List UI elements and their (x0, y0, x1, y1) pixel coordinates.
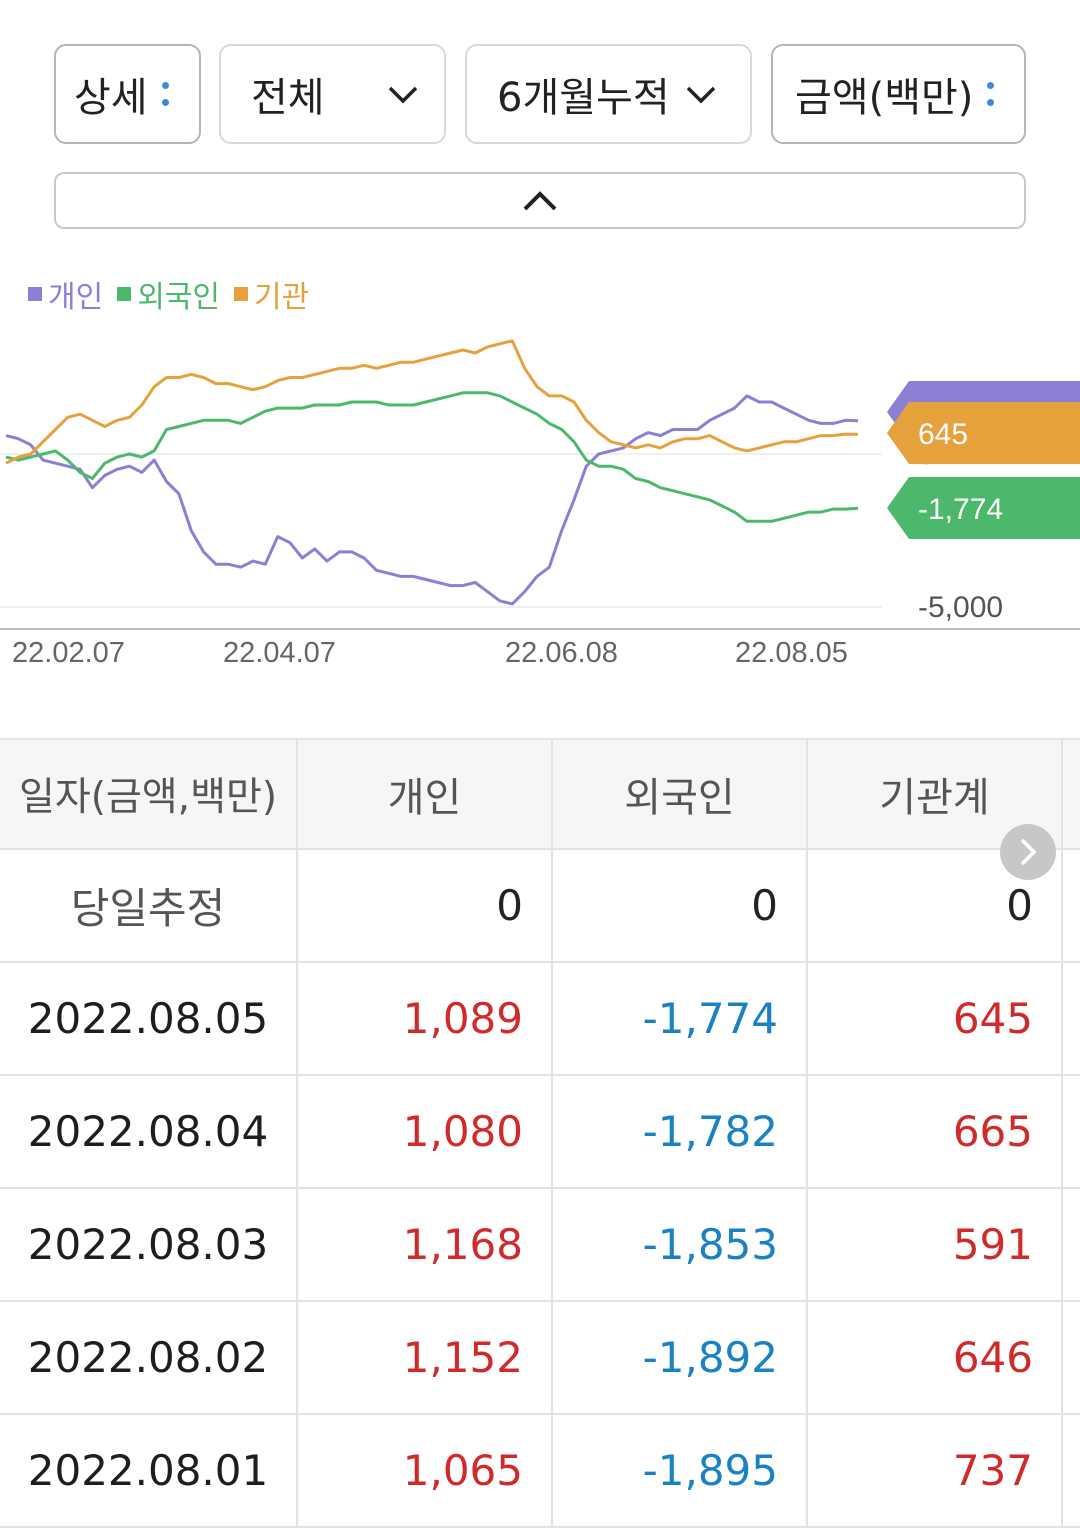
row-institution: 0 (808, 850, 1063, 961)
row-institution: 737 (808, 1415, 1063, 1526)
row-date: 2022.08.04 (0, 1076, 298, 1187)
row-more (1063, 1076, 1080, 1187)
legend-label: 기관 (254, 280, 310, 315)
row-foreigner: 0 (553, 850, 808, 961)
foreigner-last-value: -1,774 (918, 493, 1003, 526)
collapse-toggle-button[interactable] (54, 172, 1026, 229)
x-tick-label: 22.06.08 (505, 637, 618, 669)
header-foreigner: 외국인 (553, 740, 808, 848)
row-foreigner: -1,774 (553, 963, 808, 1074)
row-individual: 1,089 (298, 963, 553, 1074)
period-label: 6개월누적 (497, 75, 670, 121)
row-individual: 1,152 (298, 1302, 553, 1413)
table-row: 2022.08.02 1,152 -1,892 646 (0, 1302, 1080, 1415)
legend-label: 개인 (48, 280, 104, 315)
legend-item-foreigner[interactable]: 외국인 (117, 272, 220, 316)
header-more (1063, 740, 1080, 848)
row-individual: 1,168 (298, 1189, 553, 1300)
series-line-1 (5, 391, 859, 523)
table-row: 2022.08.01 1,065 -1,895 737 (0, 1415, 1080, 1528)
unit-label: 금액(백만) (795, 75, 974, 121)
row-more (1063, 850, 1080, 961)
header-institution: 기관계 (808, 740, 1063, 848)
kebab-icon (161, 82, 169, 106)
chevron-up-icon (523, 190, 557, 210)
scope-label: 전체 (251, 75, 325, 121)
row-more (1063, 1302, 1080, 1413)
chart-legend: 개인 외국인 기관 (28, 272, 309, 316)
row-date: 당일추정 (0, 850, 298, 961)
table-row: 2022.08.04 1,080 -1,782 665 (0, 1076, 1080, 1189)
row-date: 2022.08.03 (0, 1189, 298, 1300)
row-institution: 591 (808, 1189, 1063, 1300)
legend-label: 외국인 (137, 280, 221, 315)
filter-bar: 상세 전체 6개월누적 금액(백만) (0, 0, 1080, 240)
chevron-down-icon (388, 86, 418, 104)
foreigner-last-badge (887, 477, 1080, 539)
chevron-right-icon (1020, 838, 1037, 866)
scroll-right-button[interactable] (1000, 824, 1056, 880)
chevron-down-icon (686, 86, 715, 104)
y-tick-label: -5,000 (918, 591, 1003, 624)
row-foreigner: -1,853 (553, 1189, 808, 1300)
series-line-2 (5, 339, 859, 465)
row-individual: 0 (298, 850, 553, 961)
legend-swatch (28, 287, 42, 301)
row-more (1063, 1415, 1080, 1526)
header-individual: 개인 (298, 740, 553, 848)
row-individual: 1,065 (298, 1415, 553, 1526)
series-line-0 (5, 394, 859, 606)
row-individual: 1,080 (298, 1076, 553, 1187)
detail-menu-button[interactable]: 상세 (54, 44, 201, 144)
row-more (1063, 1189, 1080, 1300)
x-tick-label: 22.02.07 (12, 637, 125, 669)
institution-last-badge (887, 402, 1080, 464)
row-more (1063, 963, 1080, 1074)
period-select[interactable]: 6개월누적 (465, 44, 752, 144)
detail-label: 상세 (74, 75, 148, 121)
legend-item-individual[interactable]: 개인 (28, 272, 103, 316)
legend-swatch (117, 287, 132, 301)
investor-table: 일자(금액,백만) 개인 외국인 기관계 당일추정 0 0 0 2022.08.05 1,… (0, 738, 1080, 1528)
table-row: 2022.08.05 1,089 -1,774 645 (0, 963, 1080, 1076)
row-date: 2022.08.05 (0, 963, 298, 1074)
row-institution: 645 (808, 963, 1063, 1074)
unit-menu-button[interactable]: 금액(백만) (771, 44, 1026, 144)
row-foreigner: -1,782 (553, 1076, 808, 1187)
row-institution: 665 (808, 1076, 1063, 1187)
scope-select[interactable]: 전체 (219, 44, 446, 144)
kebab-icon (987, 82, 995, 106)
row-date: 2022.08.02 (0, 1302, 298, 1413)
x-tick-label: 22.04.07 (223, 637, 336, 669)
header-date: 일자(금액,백만) (0, 740, 298, 848)
row-foreigner: -1,895 (553, 1415, 808, 1526)
table-header-row: 일자(금액,백만) 개인 외국인 기관계 (0, 738, 1080, 850)
row-institution: 646 (808, 1302, 1063, 1413)
institution-last-value: 645 (918, 418, 968, 451)
row-foreigner: -1,892 (553, 1302, 808, 1413)
table-row: 당일추정 0 0 0 (0, 850, 1080, 963)
legend-swatch (234, 287, 249, 301)
table-row: 2022.08.03 1,168 -1,853 591 (0, 1189, 1080, 1302)
legend-item-institution[interactable]: 기관 (234, 272, 309, 316)
x-tick-label: 22.08.05 (735, 637, 848, 669)
row-date: 2022.08.01 (0, 1415, 298, 1526)
investor-flow-chart: 0-5,00022.02.0722.04.0722.06.0822.08.051… (0, 339, 1080, 669)
